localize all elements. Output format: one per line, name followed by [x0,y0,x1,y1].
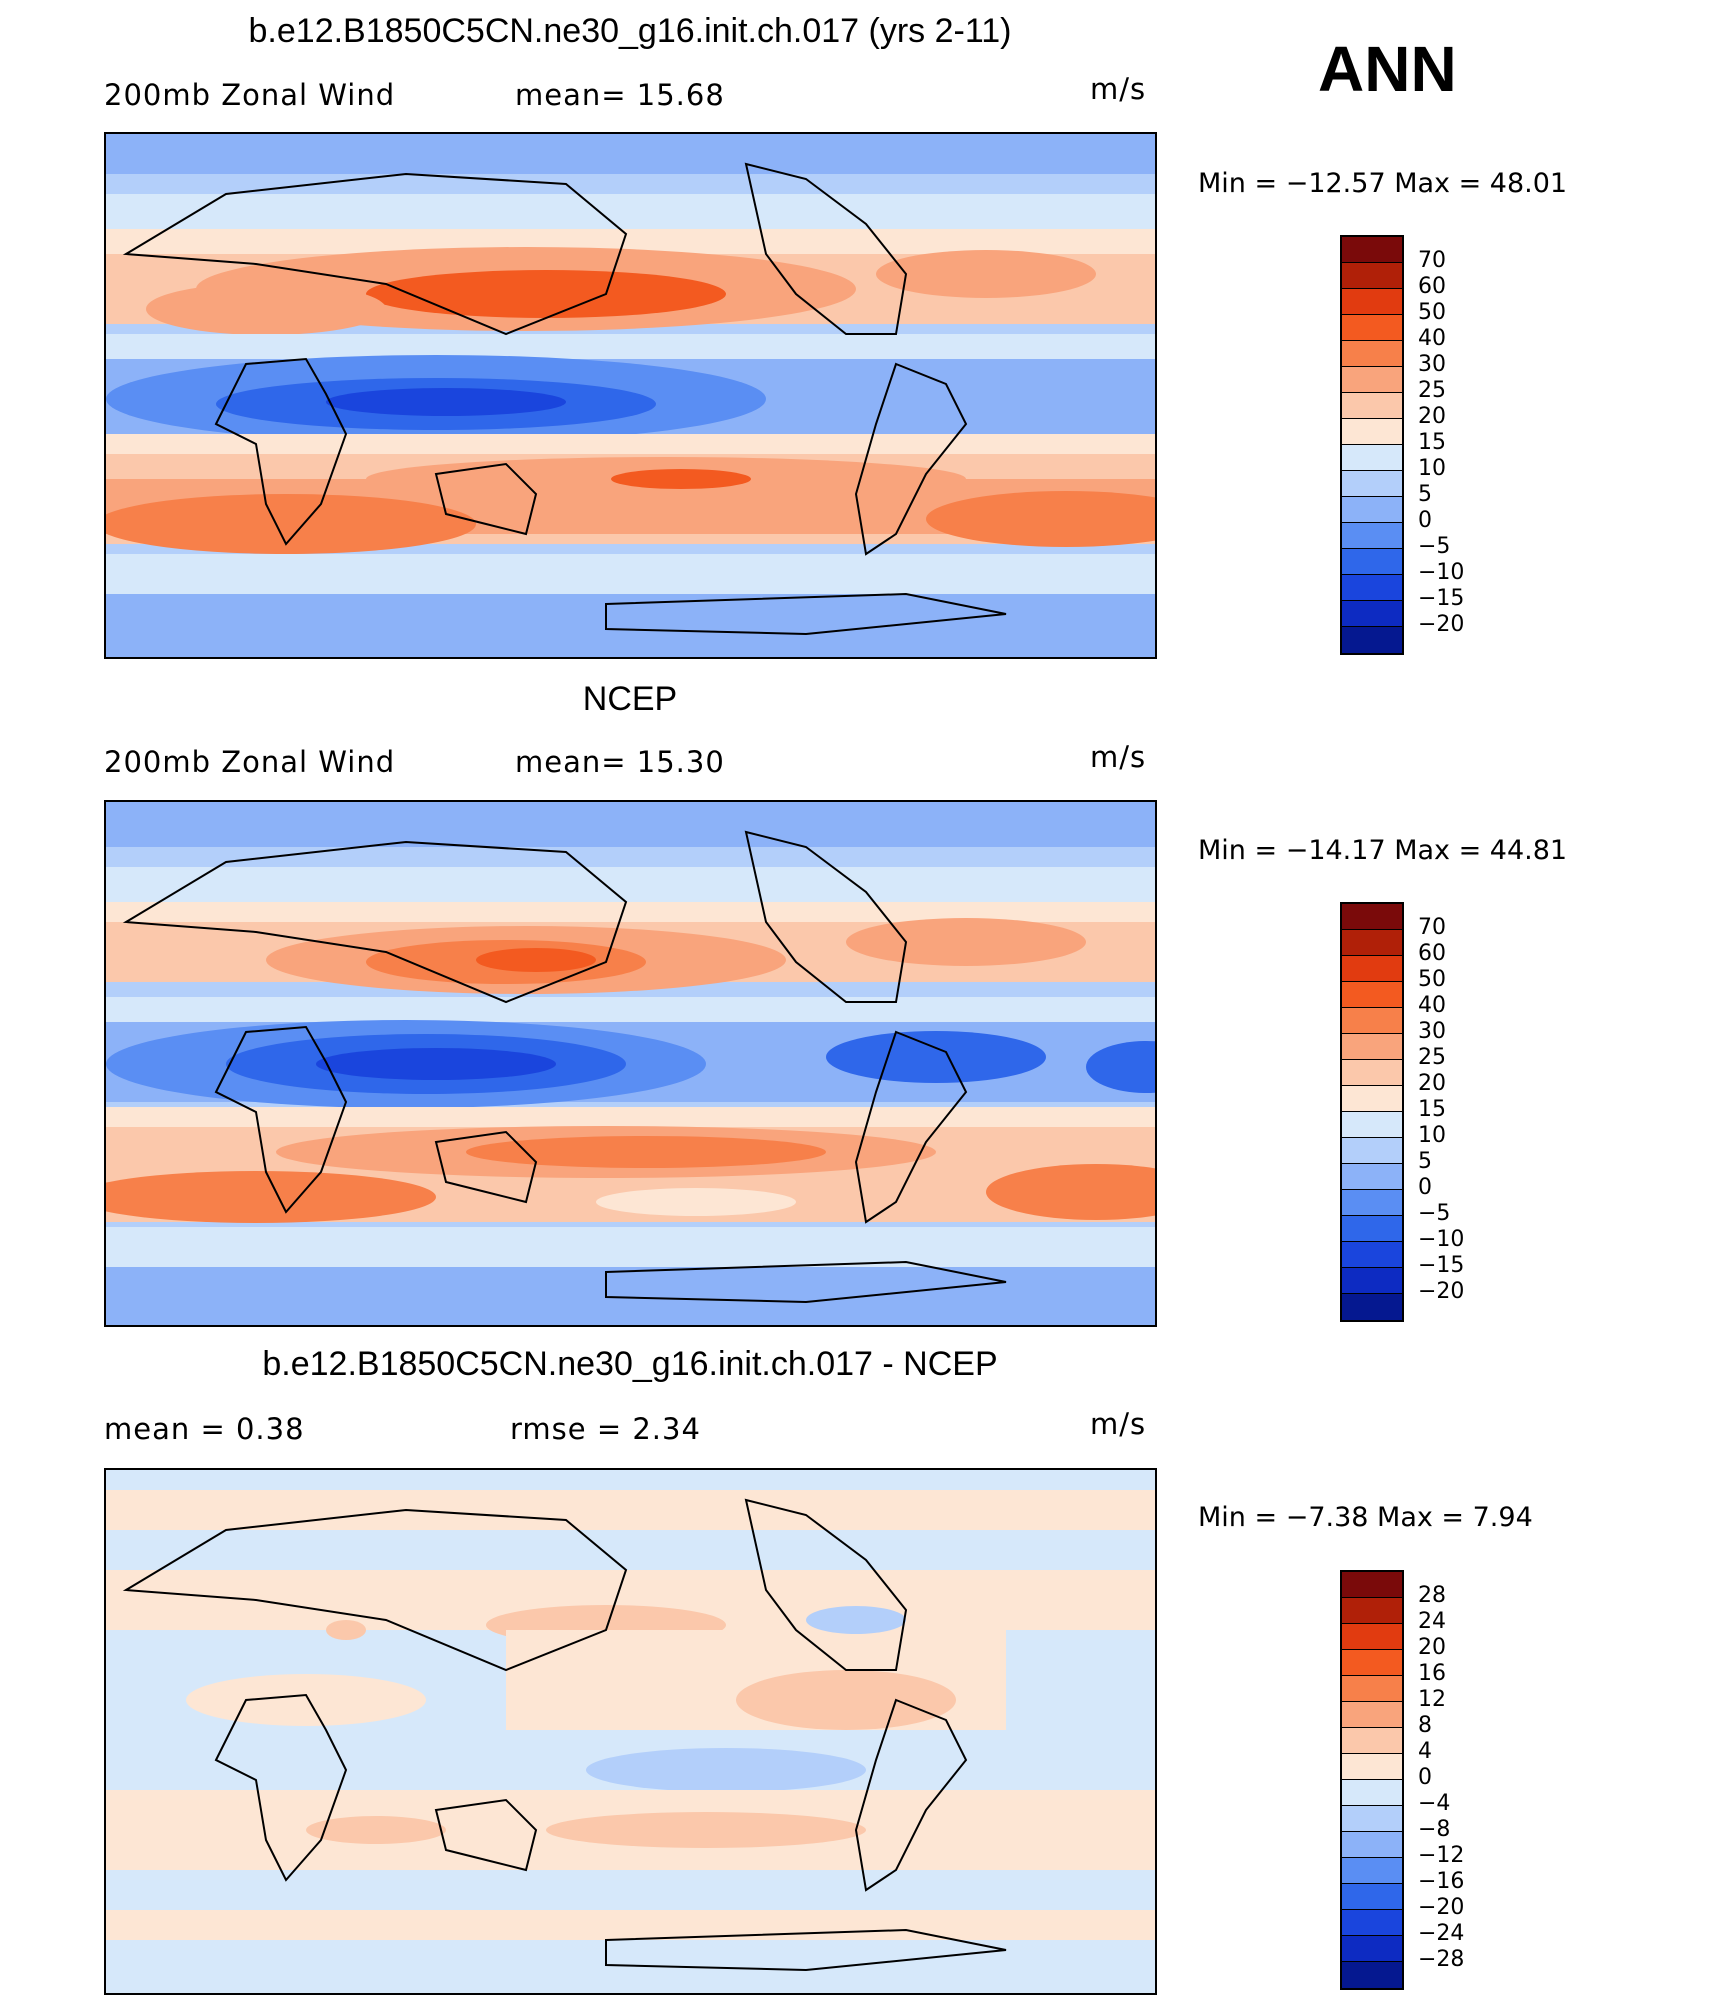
legend-label: 30 [1418,1019,1446,1044]
legend-label: 24 [1418,1609,1446,1634]
legend-label: 20 [1418,1635,1446,1660]
panel3-colorbar [1340,1570,1404,1990]
panel2-variable-label: 200mb Zonal Wind [104,745,396,779]
panel2-colorbar [1340,902,1404,1322]
panel2-map [104,800,1157,1327]
panel1-units: m/s [1090,72,1147,106]
legend-label: −16 [1418,1869,1465,1894]
legend-label: 5 [1418,482,1432,507]
legend-label: −28 [1418,1947,1465,1972]
legend-label: 70 [1418,248,1446,273]
panel1-mean-label: mean= 15.68 [515,78,725,112]
legend-label: 4 [1418,1739,1432,1764]
legend-label: 40 [1418,326,1446,351]
panel3-rmse-label: rmse = 2.34 [510,1412,701,1446]
legend-label: 60 [1418,274,1446,299]
legend-label: 10 [1418,456,1446,481]
panel2-minmax: Min = −14.17 Max = 44.81 [1198,835,1568,866]
legend-label: −20 [1418,612,1465,637]
legend-label: 12 [1418,1687,1446,1712]
legend-label: 8 [1418,1713,1432,1738]
legend-label: 50 [1418,300,1446,325]
panel3-map [104,1468,1157,1995]
panel2-units: m/s [1090,740,1147,774]
legend-label: −12 [1418,1843,1465,1868]
legend-label: 40 [1418,993,1446,1018]
panel1-colorbar [1340,235,1404,655]
legend-label: 25 [1418,378,1446,403]
legend-label: 5 [1418,1149,1432,1174]
legend-label: −24 [1418,1921,1465,1946]
legend-label: 20 [1418,1071,1446,1096]
legend-label: 0 [1418,1765,1432,1790]
panel1-minmax: Min = −12.57 Max = 48.01 [1198,168,1568,199]
legend-label: 16 [1418,1661,1446,1686]
panel2-mean-label: mean= 15.30 [515,745,725,779]
legend-label: 0 [1418,1175,1432,1200]
legend-label: 50 [1418,967,1446,992]
panel1-variable-label: 200mb Zonal Wind [104,78,396,112]
legend-label: −20 [1418,1279,1465,1304]
legend-label: −15 [1418,1253,1465,1278]
legend-label: −4 [1418,1791,1451,1816]
legend-label: −5 [1418,1201,1451,1226]
panel1-map [104,132,1157,659]
panel3-title: b.e12.B1850C5CN.ne30_g16.init.ch.017 - N… [262,1345,998,1383]
legend-label: 28 [1418,1583,1446,1608]
legend-label: −8 [1418,1817,1451,1842]
legend-label: 10 [1418,1123,1446,1148]
legend-label: 15 [1418,1097,1446,1122]
legend-label: 20 [1418,404,1446,429]
legend-label: −5 [1418,534,1451,559]
panel3-minmax: Min = −7.38 Max = 7.94 [1198,1502,1533,1533]
legend-label: 70 [1418,915,1446,940]
panel3-mean-label: mean = 0.38 [104,1412,305,1446]
legend-label: 30 [1418,352,1446,377]
panel3-units: m/s [1090,1407,1147,1441]
legend-label: −15 [1418,586,1465,611]
season-label: ANN [1318,33,1457,105]
legend-label: 60 [1418,941,1446,966]
legend-label: 15 [1418,430,1446,455]
panel2-title: NCEP [582,680,678,718]
legend-label: −10 [1418,1227,1465,1252]
legend-label: 25 [1418,1045,1446,1070]
panel1-title: b.e12.B1850C5CN.ne30_g16.init.ch.017 (yr… [248,12,1012,50]
legend-label: −10 [1418,560,1465,585]
legend-label: −20 [1418,1895,1465,1920]
legend-label: 0 [1418,508,1432,533]
